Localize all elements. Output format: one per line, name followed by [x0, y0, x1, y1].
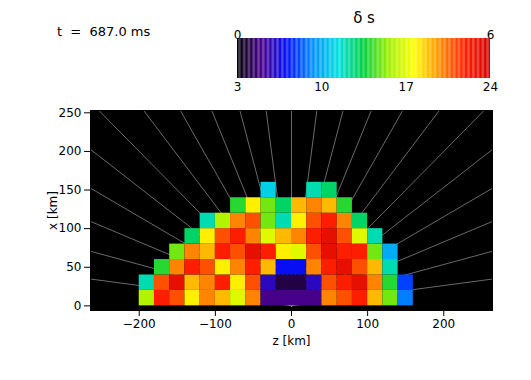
- svg-text:−200: −200: [123, 317, 156, 331]
- svg-text:200: 200: [59, 144, 82, 158]
- svg-text:24: 24: [483, 80, 498, 94]
- svg-text:50: 50: [66, 260, 81, 274]
- svg-text:0: 0: [74, 299, 82, 313]
- svg-text:z [km]: z [km]: [272, 334, 310, 348]
- svg-text:3: 3: [234, 80, 242, 94]
- svg-text:−100: −100: [199, 317, 232, 331]
- svg-text:150: 150: [59, 183, 82, 197]
- svg-text:17: 17: [399, 80, 414, 94]
- svg-text:200: 200: [432, 317, 455, 331]
- html-text:t = 687.0 ms: t = 687.0 ms: [57, 24, 151, 39]
- svg-text:250: 250: [59, 106, 82, 120]
- svg-text:δ s: δ s: [353, 9, 375, 27]
- svg-text:100: 100: [59, 221, 82, 235]
- svg-text:x [km]: x [km]: [46, 191, 60, 230]
- svg-text:0: 0: [288, 317, 296, 331]
- svg-text:100: 100: [356, 317, 379, 331]
- svg-text:10: 10: [314, 80, 329, 94]
- svg-text:0: 0: [234, 28, 242, 42]
- svg-text:6: 6: [487, 28, 495, 42]
